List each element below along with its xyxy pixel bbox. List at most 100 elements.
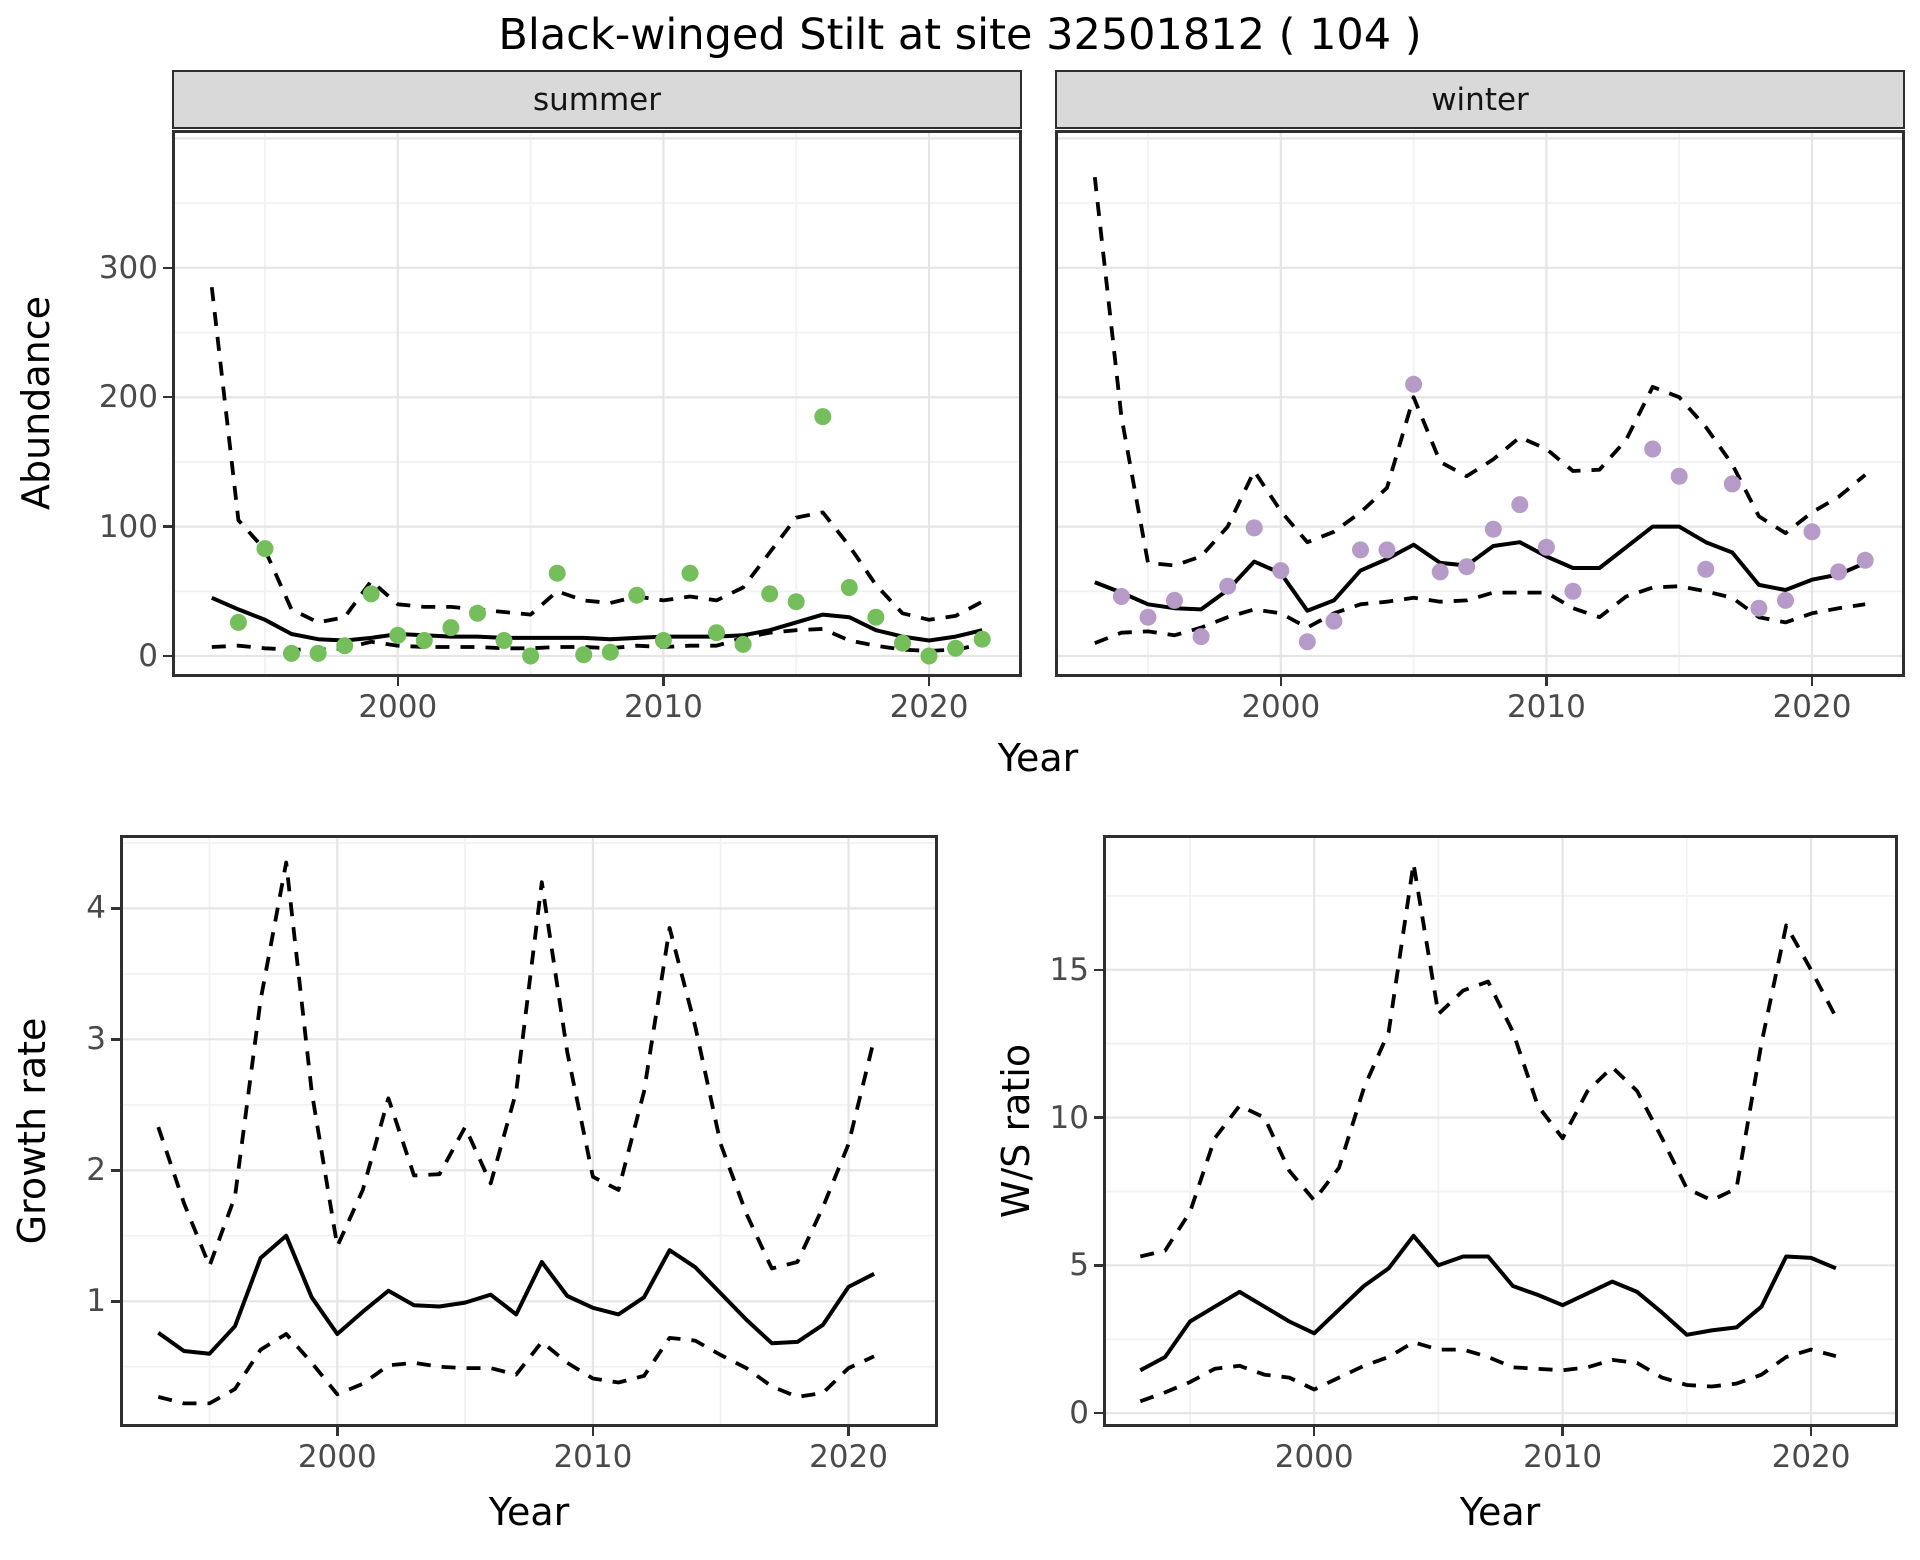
- summer-count-point: [389, 626, 407, 644]
- winter-count-point: [1298, 633, 1316, 651]
- facet-strip-winter: winter: [1055, 70, 1905, 129]
- y-tick-label: 0: [138, 638, 158, 675]
- y-axis-title-ws-ratio: W/S ratio: [994, 1043, 1038, 1219]
- y-tick-label: 5: [1069, 1247, 1089, 1284]
- summer-count-point: [734, 635, 752, 653]
- winter-count-point: [1537, 538, 1555, 556]
- y-tick-label: 4: [86, 890, 106, 927]
- winter-count-point: [1777, 591, 1794, 609]
- summer-count-point: [415, 632, 433, 649]
- y-tick-mark: [111, 1169, 120, 1172]
- ws-mean-line: [1139, 1233, 1837, 1373]
- winter-count-point: [1484, 520, 1502, 538]
- y-tick-mark: [1094, 1264, 1103, 1267]
- x-tick-label: 2010: [1523, 1439, 1603, 1475]
- x-tick-mark: [336, 1427, 339, 1436]
- winter-count-point: [1352, 541, 1369, 559]
- y-tick-label: 300: [98, 249, 158, 286]
- winter-count-point: [1644, 440, 1662, 458]
- x-tick-mark: [662, 677, 665, 686]
- winter-count-point: [1272, 562, 1290, 580]
- x-tick-label: 2020: [889, 689, 969, 725]
- x-tick-mark: [396, 677, 400, 686]
- x-axis-title-year-top: Year: [997, 736, 1079, 780]
- ws-upper_ci-line: [1139, 861, 1838, 1259]
- y-tick-label: 200: [98, 379, 158, 416]
- winter-count-point: [1511, 496, 1529, 514]
- summer-count-point: [548, 564, 566, 582]
- x-axis-title-year-growth: Year: [488, 1490, 570, 1534]
- winter-count-point: [1856, 551, 1874, 569]
- y-tick-mark: [111, 1300, 120, 1303]
- x-tick-mark: [847, 1427, 850, 1436]
- summer-upper_ci-line: [209, 286, 984, 625]
- winter-count-point: [1830, 563, 1848, 581]
- summer-count-point: [654, 632, 672, 649]
- y-tick-label: 0: [1069, 1395, 1089, 1432]
- summer-count-point: [920, 647, 938, 665]
- x-tick-mark: [1545, 677, 1548, 686]
- winter-count-point: [1112, 588, 1130, 605]
- y-tick-mark: [163, 266, 172, 270]
- winter-count-point: [1219, 577, 1237, 595]
- y-tick-mark: [1094, 1116, 1103, 1119]
- summer-count-point: [442, 619, 460, 637]
- x-tick-mark: [1810, 677, 1814, 686]
- facet-strip-summer: summer: [172, 70, 1022, 129]
- y-axis-title-growth-rate: Growth rate: [10, 1017, 54, 1245]
- y-tick-mark: [111, 907, 120, 910]
- x-tick-mark: [1809, 1427, 1813, 1436]
- winter-count-point: [1670, 467, 1688, 485]
- y-tick-label: 1: [86, 1283, 106, 1320]
- summer-count-point: [628, 586, 646, 604]
- winter-count-point: [1166, 591, 1183, 609]
- summer-count-point: [309, 644, 327, 662]
- y-tick-mark: [1094, 968, 1103, 972]
- summer-count-point: [469, 604, 486, 622]
- summer-count-point: [601, 643, 619, 661]
- abundance-winter-plot: [1055, 130, 1905, 677]
- summer-count-point: [761, 585, 779, 603]
- growth-upper_ci-line: [156, 860, 876, 1271]
- y-tick-mark: [163, 525, 172, 528]
- summer-count-point: [840, 579, 858, 596]
- x-tick-label: 2000: [1274, 1439, 1354, 1475]
- x-tick-mark: [927, 677, 931, 686]
- winter-upper_ci-line: [1092, 176, 1867, 568]
- winter-count-point: [1245, 519, 1263, 537]
- winter-count-point: [1405, 375, 1423, 393]
- summer-count-point: [973, 630, 991, 648]
- winter-count-point: [1458, 558, 1476, 576]
- summer-count-point: [256, 540, 274, 558]
- x-tick-label: 2020: [1771, 1439, 1851, 1475]
- y-tick-label: 10: [1049, 1099, 1089, 1136]
- winter-count-point: [1192, 628, 1210, 646]
- y-tick-mark: [111, 1038, 120, 1041]
- x-tick-mark: [591, 1427, 595, 1436]
- x-tick-label: 2010: [623, 689, 703, 725]
- winter-count-point: [1697, 560, 1715, 578]
- y-tick-mark: [1094, 1411, 1103, 1415]
- y-tick-mark: [163, 395, 172, 399]
- summer-count-point: [681, 564, 699, 582]
- x-tick-mark: [1561, 1427, 1564, 1436]
- y-tick-label: 15: [1049, 951, 1089, 988]
- growth-rate-plot: [120, 835, 938, 1427]
- growth-mean-line: [157, 1233, 876, 1356]
- winter-count-point: [1723, 475, 1741, 493]
- winter-count-point: [1431, 563, 1449, 581]
- growth-lower_ci-line: [157, 1332, 875, 1406]
- summer-count-point: [787, 593, 805, 611]
- y-tick-mark: [163, 654, 172, 658]
- x-tick-label: 2010: [1506, 689, 1586, 725]
- winter-count-point: [1803, 523, 1821, 541]
- x-tick-label: 2000: [297, 1439, 377, 1475]
- x-tick-label: 2020: [809, 1439, 888, 1475]
- summer-count-point: [362, 585, 380, 603]
- x-axis-title-year-ws: Year: [1459, 1490, 1541, 1534]
- summer-count-point: [522, 647, 540, 665]
- x-tick-label: 2000: [1241, 689, 1321, 725]
- winter-lower_ci-line: [1094, 584, 1866, 645]
- winter-count-point: [1325, 612, 1343, 630]
